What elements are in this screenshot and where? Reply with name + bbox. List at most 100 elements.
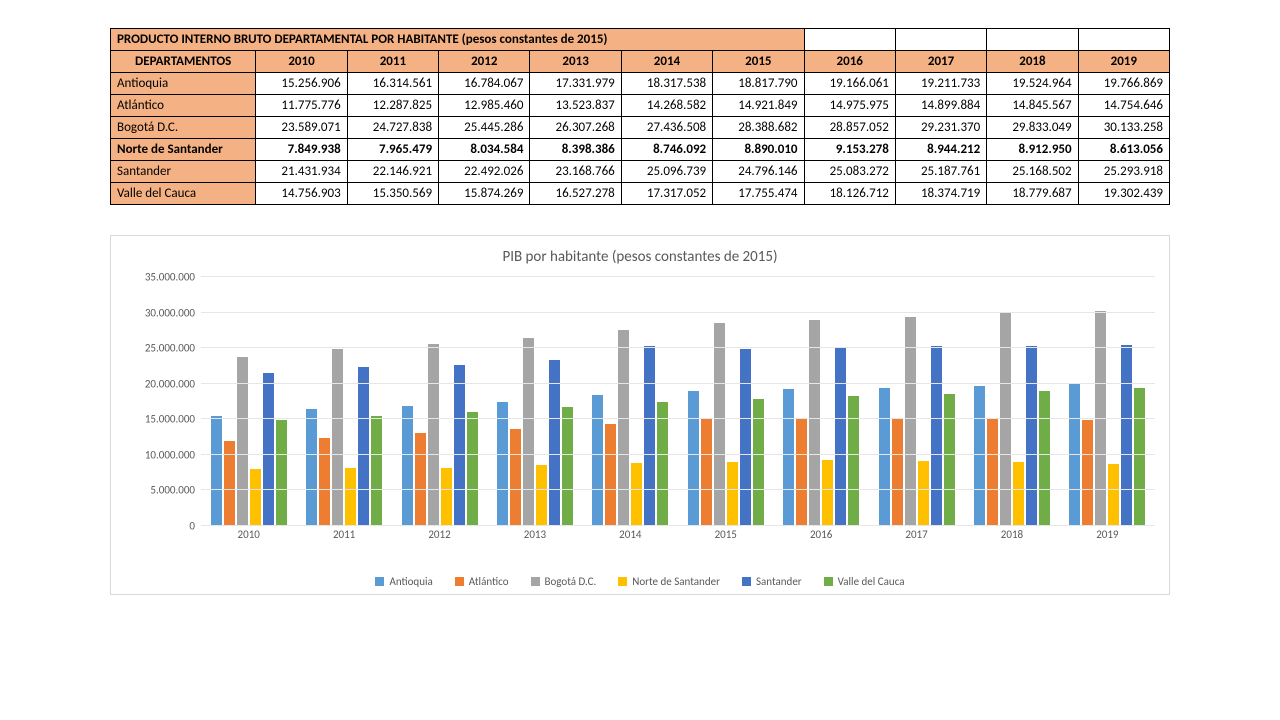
value-cell: 15.256.906 — [256, 73, 347, 95]
bar-group — [1060, 276, 1155, 525]
legend-swatch — [375, 577, 384, 586]
bar-group — [678, 276, 773, 525]
value-cell: 25.187.761 — [895, 161, 986, 183]
value-cell: 16.784.067 — [439, 73, 530, 95]
bar — [1082, 420, 1093, 525]
value-cell: 21.431.934 — [256, 161, 347, 183]
value-cell: 25.096.739 — [621, 161, 712, 183]
legend-item: Santander — [742, 575, 802, 588]
grid-line: 25.000.000 — [201, 347, 1155, 348]
value-cell: 13.523.837 — [530, 95, 621, 117]
value-cell: 25.168.502 — [987, 161, 1078, 183]
value-cell: 17.331.979 — [530, 73, 621, 95]
value-cell: 8.890.010 — [713, 139, 804, 161]
bar — [1108, 464, 1119, 525]
y-axis-label: 0 — [189, 520, 201, 533]
bar — [510, 429, 521, 525]
value-cell: 18.317.538 — [621, 73, 712, 95]
blank-cell — [1078, 29, 1169, 51]
value-cell: 8.746.092 — [621, 139, 712, 161]
dept-name: Norte de Santander — [111, 139, 256, 161]
bar — [987, 419, 998, 525]
bar — [549, 360, 560, 525]
bar — [892, 419, 903, 525]
value-cell: 22.146.921 — [347, 161, 438, 183]
col-header-year: 2010 — [256, 51, 347, 73]
legend-swatch — [824, 577, 833, 586]
value-cell: 7.965.479 — [347, 139, 438, 161]
value-cell: 18.779.687 — [987, 183, 1078, 205]
x-axis-label: 2016 — [773, 526, 868, 544]
bar — [536, 465, 547, 525]
grid-line: 10.000.000 — [201, 454, 1155, 455]
bar — [879, 388, 890, 525]
value-cell: 27.436.508 — [621, 117, 712, 139]
dept-name: Valle del Cauca — [111, 183, 256, 205]
value-cell: 14.754.646 — [1078, 95, 1169, 117]
bar — [974, 386, 985, 525]
bar — [701, 419, 712, 525]
col-header-year: 2014 — [621, 51, 712, 73]
value-cell: 18.817.790 — [713, 73, 804, 95]
bar — [822, 460, 833, 525]
bar — [358, 367, 369, 525]
table-row: Valle del Cauca14.756.90315.350.56915.87… — [111, 183, 1170, 205]
bar — [918, 461, 929, 525]
value-cell: 14.268.582 — [621, 95, 712, 117]
value-cell: 29.231.370 — [895, 117, 986, 139]
value-cell: 14.756.903 — [256, 183, 347, 205]
bar-group — [583, 276, 678, 525]
bar — [944, 394, 955, 525]
bar — [497, 402, 508, 525]
value-cell: 12.985.460 — [439, 95, 530, 117]
x-axis-label: 2011 — [296, 526, 391, 544]
bar-group — [773, 276, 868, 525]
col-header-departamentos: DEPARTAMENTOS — [111, 51, 256, 73]
y-axis-label: 15.000.000 — [145, 413, 201, 426]
value-cell: 28.388.682 — [713, 117, 804, 139]
value-cell: 14.845.567 — [987, 95, 1078, 117]
x-axis-label: 2015 — [678, 526, 773, 544]
legend-swatch — [531, 577, 540, 586]
x-axis-label: 2018 — [964, 526, 1059, 544]
bar — [796, 418, 807, 525]
bar — [415, 433, 426, 525]
x-axis-label: 2019 — [1060, 526, 1155, 544]
bar — [250, 469, 261, 525]
bar — [454, 365, 465, 525]
bar-group — [487, 276, 582, 525]
value-cell: 26.307.268 — [530, 117, 621, 139]
table-row: Norte de Santander7.849.9387.965.4798.03… — [111, 139, 1170, 161]
bar — [931, 346, 942, 525]
bar — [835, 347, 846, 525]
bar — [467, 412, 478, 525]
col-header-year: 2016 — [804, 51, 895, 73]
legend-label: Bogotá D.C. — [545, 575, 597, 588]
bar — [211, 416, 222, 525]
x-axis-label: 2010 — [201, 526, 296, 544]
bar — [592, 395, 603, 525]
bar — [263, 373, 274, 525]
col-header-year: 2018 — [987, 51, 1078, 73]
table-row: Santander21.431.93422.146.92122.492.0262… — [111, 161, 1170, 183]
value-cell: 16.527.278 — [530, 183, 621, 205]
col-header-year: 2011 — [347, 51, 438, 73]
value-cell: 30.133.258 — [1078, 117, 1169, 139]
bar — [905, 317, 916, 525]
col-header-year: 2012 — [439, 51, 530, 73]
value-cell: 19.302.439 — [1078, 183, 1169, 205]
grid-line: 5.000.000 — [201, 489, 1155, 490]
x-axis-label: 2012 — [392, 526, 487, 544]
bar — [714, 323, 725, 525]
legend-label: Antioquia — [389, 575, 432, 588]
bar — [848, 396, 859, 525]
value-cell: 17.755.474 — [713, 183, 804, 205]
chart-plot-area: 05.000.00010.000.00015.000.00020.000.000… — [201, 276, 1155, 526]
table-title: PRODUCTO INTERNO BRUTO DEPARTAMENTAL POR… — [111, 29, 805, 51]
bar — [644, 346, 655, 525]
legend-label: Atlántico — [469, 575, 509, 588]
bar — [740, 349, 751, 525]
dept-name: Bogotá D.C. — [111, 117, 256, 139]
value-cell: 24.796.146 — [713, 161, 804, 183]
value-cell: 25.445.286 — [439, 117, 530, 139]
